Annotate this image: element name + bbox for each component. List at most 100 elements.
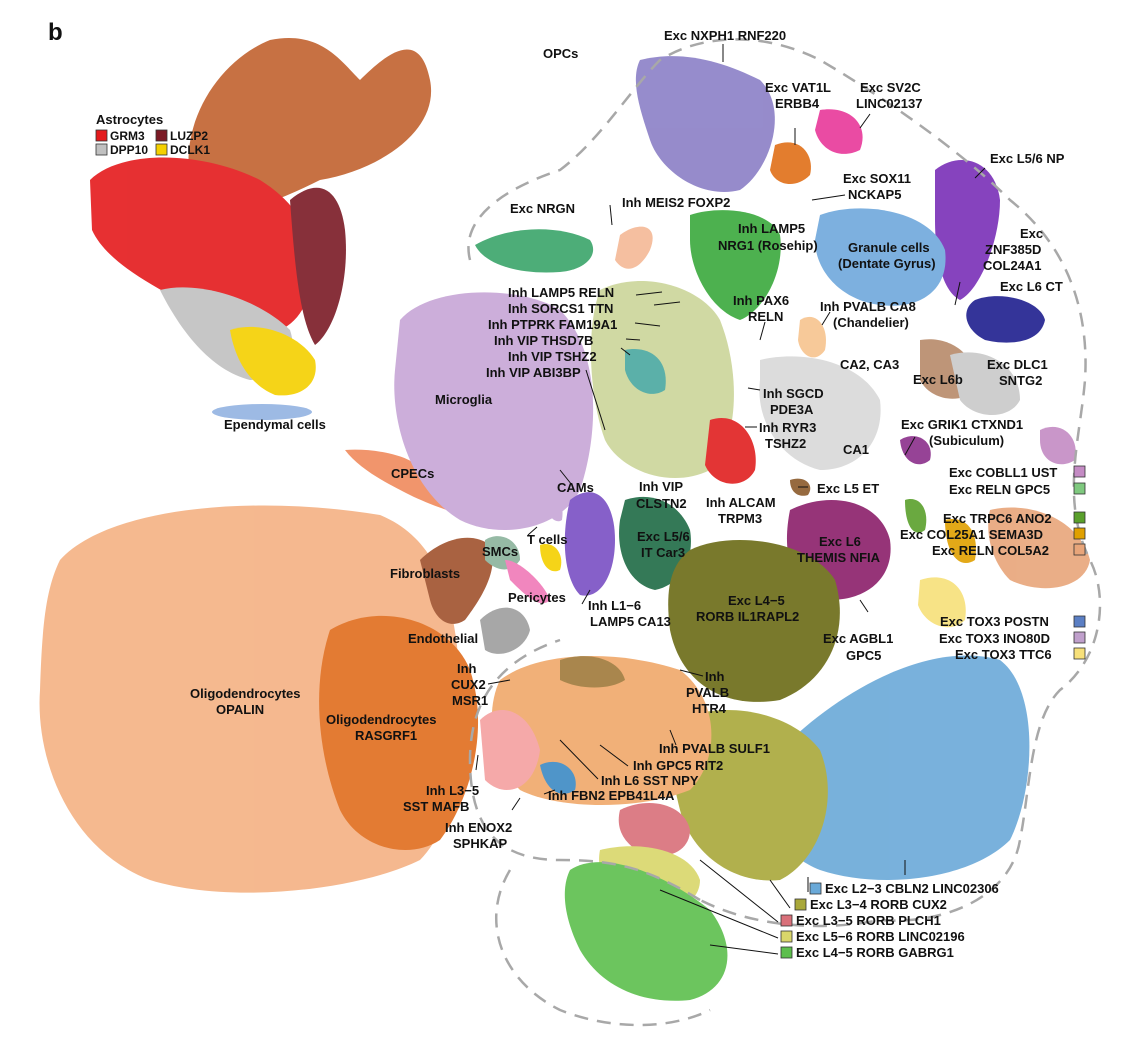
label-exc-grik1-1: Exc GRIK1 CTXND1 xyxy=(901,417,1023,432)
label-exc-l45-rorb-2: RORB IL1RAPL2 xyxy=(696,609,799,624)
ca-region xyxy=(759,356,881,470)
astrocyte-dclk1-cluster xyxy=(230,326,316,396)
cluster-labels: OPCs Exc NXPH1 RNF220 Exc VAT1L ERBB4 Ex… xyxy=(190,28,1065,851)
label-inh-cux2-1: Inh xyxy=(457,661,477,676)
label-inh-ptprk: Inh PTPRK FAM19A1 xyxy=(488,317,617,332)
exc-l45-gabrg1-cluster xyxy=(564,862,728,1001)
label-inh-l6-sst-npy: Inh L6 SST NPY xyxy=(601,773,699,788)
label-inh-l35-sst-1: Inh L3−5 xyxy=(426,783,479,798)
label-inh-gpc5-rit2: Inh GPC5 RIT2 xyxy=(633,758,723,773)
label-exc-dlc1-2: SNTG2 xyxy=(999,373,1042,388)
label-opcs: OPCs xyxy=(543,46,578,61)
pericytes-cluster xyxy=(505,560,550,604)
label-exc-reln-col5a2: Exc RELN COL5A2 xyxy=(932,543,1049,558)
label-inh-l16-2: LAMP5 CA13 xyxy=(590,614,671,629)
oligo-rasgrf1-cluster xyxy=(319,615,479,850)
bottom-legend-swatch-l34 xyxy=(794,898,807,911)
label-inh-sorcs1: Inh SORCS1 TTN xyxy=(508,301,613,316)
bottom-legend: Exc L2−3 CBLN2 LINC02306 Exc L3−4 RORB C… xyxy=(780,881,999,960)
bottom-legend-label-l56: Exc L5−6 RORB LINC02196 xyxy=(796,929,965,944)
label-exc-sv2c-1: Exc SV2C xyxy=(860,80,921,95)
astrocyte-legend: Astrocytes GRM3 LUZP2 DPP10 DCLK1 xyxy=(95,112,210,157)
label-exc-col25a1: Exc COL25A1 SEMA3D xyxy=(900,527,1043,542)
label-inh-vip-tshz2: Inh VIP TSHZ2 xyxy=(508,349,597,364)
label-oligo-rasgrf1-2: RASGRF1 xyxy=(355,728,417,743)
label-exc-sox11-2: NCKAP5 xyxy=(848,187,901,202)
exc-l6ct-cluster xyxy=(966,296,1045,343)
label-inh-lamp5-reln: Inh LAMP5 RELN xyxy=(508,285,614,300)
exc-dlc1-cluster xyxy=(950,352,1020,415)
smcs-cluster xyxy=(485,536,520,570)
bottom-legend-label-l34: Exc L3−4 RORB CUX2 xyxy=(810,897,947,912)
legend-swatch-dpp10 xyxy=(95,143,108,156)
label-inh-vip-clstn2-2: CLSTN2 xyxy=(636,496,687,511)
label-inh-enox2-1: Inh ENOX2 xyxy=(445,820,512,835)
upper-outline xyxy=(467,38,1102,928)
label-inh-pvalb-htr4-3: HTR4 xyxy=(692,701,727,716)
cams-cluster xyxy=(545,493,563,522)
exc-l56np-cluster xyxy=(935,160,1000,300)
bottom-legend-label-l45: Exc L4−5 RORB GABRG1 xyxy=(796,945,954,960)
label-cams: CAMs xyxy=(557,480,594,495)
label-exc-l6ct: Exc L6 CT xyxy=(1000,279,1063,294)
clusters xyxy=(39,38,1090,1001)
exc-reln-col5a2-cluster xyxy=(988,507,1090,589)
label-exc-l6-themis-2: THEMIS NFIA xyxy=(797,550,881,565)
label-exc-tox3-ino80d: Exc TOX3 INO80D xyxy=(939,631,1050,646)
label-ca2-ca3: CA2, CA3 xyxy=(840,357,899,372)
label-exc-nxph1: Exc NXPH1 RNF220 xyxy=(664,28,786,43)
label-inh-pvalb-sulf1: Inh PVALB SULF1 xyxy=(659,741,770,756)
exc-trpc6-cluster xyxy=(905,499,927,533)
swatch-exc-reln-gpc5 xyxy=(1073,482,1086,495)
label-exc-trpc6: Exc TRPC6 ANO2 xyxy=(943,511,1052,526)
label-inh-cux2-2: CUX2 xyxy=(451,677,486,692)
astrocyte-legend-title: Astrocytes xyxy=(96,112,163,127)
lower-outline xyxy=(468,638,701,902)
label-fibroblasts: Fibroblasts xyxy=(390,566,460,581)
bottom-legend-label-l35: Exc L3−5 RORB PLCH1 xyxy=(796,913,941,928)
label-exc-cobll1: Exc COBLL1 UST xyxy=(949,465,1057,480)
label-inh-enox2-2: SPHKAP xyxy=(453,836,508,851)
label-inh-fbn2: Inh FBN2 EPB41L4A xyxy=(548,788,675,803)
opc-cluster xyxy=(188,38,432,216)
label-inh-cux2-3: MSR1 xyxy=(452,693,488,708)
swatch-exc-col25a1 xyxy=(1073,527,1086,540)
swatch-exc-cobll1 xyxy=(1073,465,1086,478)
label-t-cells: T cells xyxy=(527,532,567,547)
label-inh-pax6-2: RELN xyxy=(748,309,783,324)
label-exc-znf-1: Exc xyxy=(1020,226,1043,241)
label-exc-agbl1-2: GPC5 xyxy=(846,648,881,663)
label-inh-lamp5-nrg1-2: NRG1 (Rosehip) xyxy=(718,238,818,253)
astrocyte-grm3-cluster xyxy=(90,157,313,334)
label-oligo-opalin-2: OPALIN xyxy=(216,702,264,717)
label-granule-1: Granule cells xyxy=(848,240,930,255)
exc-l35-plch1-cluster xyxy=(618,802,690,857)
endothelial-cluster xyxy=(480,607,530,654)
panel-letter: b xyxy=(48,19,63,46)
exc-l23-cluster xyxy=(765,655,1030,880)
label-exc-l56-itcar3-2: IT Car3 xyxy=(641,545,685,560)
legend-label-dclk1: DCLK1 xyxy=(170,143,210,157)
label-exc-reln-gpc5: Exc RELN GPC5 xyxy=(949,482,1050,497)
exc-col25a1-cluster xyxy=(945,519,976,564)
right-swatches xyxy=(1073,465,1086,660)
label-microglia: Microglia xyxy=(435,392,493,407)
label-inh-pvalb-htr4-1: Inh xyxy=(705,669,725,684)
legend-label-dpp10: DPP10 xyxy=(110,143,148,157)
label-inh-ryr3-1: Inh RYR3 xyxy=(759,420,816,435)
astrocyte-luzp2-cluster xyxy=(290,187,346,345)
label-granule-2: (Dentate Gyrus) xyxy=(838,256,936,271)
bottom-legend-label-l23: Exc L2−3 CBLN2 LINC02306 xyxy=(825,881,999,896)
inh-pvalb-ca8-cluster xyxy=(798,316,826,358)
fibroblasts-cluster xyxy=(420,537,493,624)
label-exc-dlc1-1: Exc DLC1 xyxy=(987,357,1048,372)
label-inh-alcam-1: Inh ALCAM xyxy=(706,495,776,510)
label-inh-pvalb-ca8-1: Inh PVALB CA8 xyxy=(820,299,916,314)
inh-vip-teal-region xyxy=(625,349,666,394)
exc-l56-itcar3-cluster xyxy=(619,496,691,590)
exc-vat1l-cluster xyxy=(770,142,811,185)
label-exc-tox3-postn: Exc TOX3 POSTN xyxy=(940,614,1049,629)
label-inh-vip-thsd7b: Inh VIP THSD7B xyxy=(494,333,593,348)
inh-lamp5-nrg1-cluster xyxy=(690,210,781,320)
